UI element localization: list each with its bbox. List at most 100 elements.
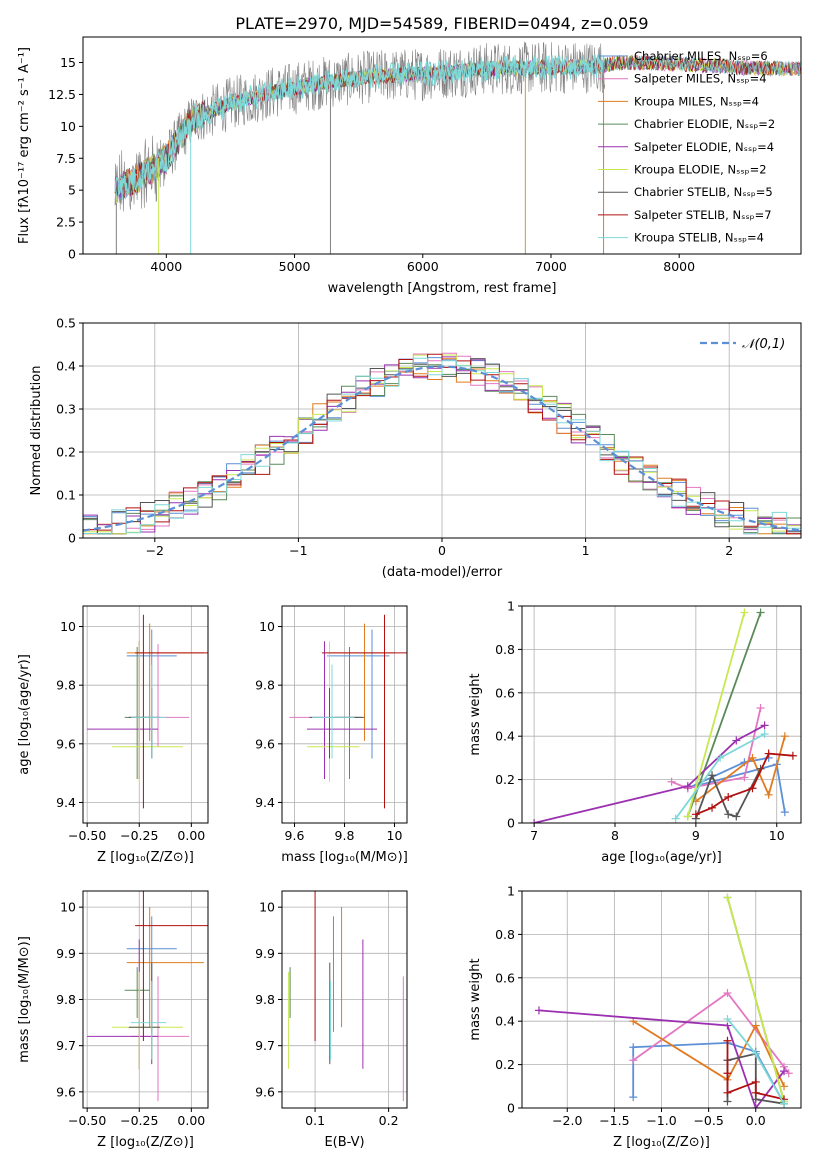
weight-marker: [723, 1015, 732, 1024]
spectrum-legend: Chabrier MILES, Nₛₛₚ=6 Salpeter MILES, Nₛ…: [598, 49, 775, 245]
legend-label: Kroupa STELIB, Nₛₛₚ=4: [634, 231, 764, 245]
weight-marker: [751, 1077, 760, 1086]
legend-label: Kroupa MILES, Nₛₛₚ=4: [634, 94, 759, 108]
plot-area: [288, 891, 404, 1102]
x-axis-label: (data-model)/error: [382, 565, 503, 580]
plot-area: [87, 891, 208, 1102]
x-tick-label: −0.50: [68, 1113, 106, 1128]
y-tick-label: 2.5: [56, 215, 76, 230]
y-tick-label: 0.6: [495, 970, 515, 985]
y-tick-label: 0.4: [56, 359, 76, 374]
x-tick-label: 0: [438, 543, 446, 558]
x-tick-label: 0.00: [177, 828, 205, 843]
y-tick-label: 0.1: [56, 488, 76, 503]
weight-marker: [724, 792, 733, 801]
model-spectrum: [114, 54, 801, 201]
y-tick-label: 9.7: [56, 1038, 76, 1053]
x-tick-label: −0.25: [120, 828, 158, 843]
weight-marker: [732, 812, 741, 821]
x-tick-label: 6000: [407, 259, 439, 274]
weight-marker: [716, 753, 725, 762]
weight-marker: [760, 730, 769, 739]
weight-marker: [723, 1088, 732, 1097]
weight-line: [632, 1020, 785, 1087]
y-tick-label: 0.2: [495, 772, 515, 787]
x-tick-label: 0.00: [177, 1113, 205, 1128]
x-tick-label: 2: [725, 543, 733, 558]
y-tick-label: 9.6: [255, 1084, 275, 1099]
axes-frame: [281, 605, 408, 824]
weight-marker: [784, 1069, 793, 1078]
y-tick-label: 0.4: [495, 1014, 515, 1029]
weight-line: [695, 752, 793, 816]
gridlines: [83, 606, 208, 823]
x-tick-label: 10: [387, 828, 403, 843]
legend-label: Salpeter STELIB, Nₛₛₚ=7: [634, 208, 772, 222]
weight-marker: [629, 1043, 638, 1052]
x-tick-label: 7000: [535, 259, 567, 274]
x-axis-label: wavelength [Angstrom, rest frame]: [328, 281, 557, 296]
weight-marker: [780, 1099, 789, 1108]
gridlines: [282, 606, 407, 823]
axes-frame: [82, 605, 209, 824]
weight-marker: [764, 749, 773, 758]
weight-marker: [723, 1097, 732, 1106]
x-tick-label: 9: [692, 828, 700, 843]
x-tick-label: −1.0: [646, 1113, 676, 1128]
y-tick-label: 0.2: [495, 1057, 515, 1072]
y-tick-label: 10: [60, 119, 76, 134]
weight-marker: [751, 1049, 760, 1058]
gridlines: [282, 891, 407, 1108]
x-tick-label: 8: [611, 828, 619, 843]
weight-marker: [751, 1021, 760, 1030]
y-axis-label: age [log₁₀(age/yr)]: [17, 654, 32, 775]
y-tick-label: 15: [60, 55, 76, 70]
normal-reference-curve: [83, 365, 801, 532]
gridlines: [83, 891, 208, 1108]
y-axis-label: Normed distribution: [29, 366, 44, 496]
y-tick-label: 1: [507, 884, 515, 899]
y-tick-label: 9.8: [56, 992, 76, 1007]
y-axis-label: Flux [fλ10⁻¹⁷ erg cm⁻² s⁻¹ A⁻¹]: [17, 47, 32, 244]
x-tick-label: 0.1: [305, 1113, 325, 1128]
legend-label: Salpeter ELODIE, Nₛₛₚ=4: [634, 140, 774, 154]
y-tick-label: 9.9: [56, 946, 76, 961]
x-tick-label: −0.50: [68, 828, 106, 843]
residual-histogram: [83, 357, 801, 535]
legend-label: Chabrier STELIB, Nₛₛₚ=5: [634, 185, 773, 199]
weight-marker: [751, 1088, 760, 1097]
axes-age_vs_Z: −0.50 −0.25 0.00 9.4 9.6 9.8 10 Z [log₁₀(Z/Z⊙)]…: [17, 605, 209, 865]
y-tick-label: 0.8: [495, 642, 515, 657]
y-tick-label: 0: [68, 247, 76, 262]
y-tick-label: 10: [60, 619, 76, 634]
y-tick-label: 9.4: [56, 795, 76, 810]
x-tick-label: 10: [769, 828, 785, 843]
axes-frame: [521, 890, 802, 1109]
x-tick-label: 4000: [150, 259, 182, 274]
y-tick-label: 10: [60, 900, 76, 915]
y-tick-label: 0.5: [56, 316, 76, 331]
plot-area: [289, 614, 407, 809]
y-axis-label: mass weight: [468, 958, 483, 1040]
axes-spectrum: 4000 5000 6000 7000 8000 0 2.5 5 7.5 10 12.5 15 wave…: [17, 36, 802, 296]
weight-line: [686, 612, 762, 817]
y-tick-label: 9.8: [56, 678, 76, 693]
x-tick-label: 5000: [279, 259, 311, 274]
weight-line: [538, 1009, 785, 1108]
weight-line: [695, 735, 786, 803]
weight-marker: [780, 732, 789, 741]
weight-marker: [748, 784, 757, 793]
legend-label: Kroupa ELODIE, Nₛₛₚ=2: [634, 163, 767, 177]
y-tick-label: 9.9: [255, 946, 275, 961]
x-tick-label: 0.2: [379, 1113, 399, 1128]
x-axis-label: Z [log₁₀(Z/Z⊙)]: [97, 1135, 194, 1150]
weight-marker: [764, 790, 773, 799]
y-axis-label: mass [log₁₀(M/M⊙)]: [17, 936, 32, 1063]
y-tick-label: 0: [507, 816, 515, 831]
weight-line: [686, 612, 746, 817]
axes-weight_vs_Z: −2.0 −1.5 −1.0 −0.5 0.0 0 0.2 0.4 0.6 0.8 1 Z [log₁…: [468, 884, 802, 1150]
y-tick-label: 10: [259, 619, 275, 634]
gridlines: [522, 890, 801, 1109]
y-tick-label: 9.4: [255, 795, 275, 810]
